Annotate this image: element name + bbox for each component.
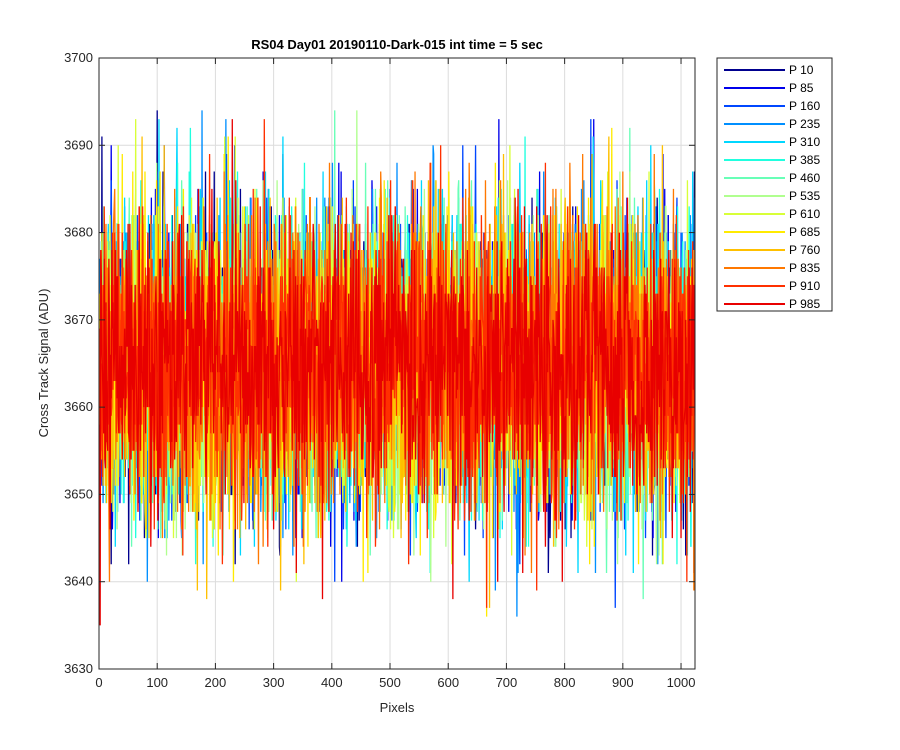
legend-label: P 385 <box>789 153 820 167</box>
plot-area: 0 100 200 300 400 500 600 700 800 900 1000 3630 3640… <box>64 50 696 690</box>
x-tick-label: 1000 <box>667 675 696 690</box>
x-tick-label: 100 <box>146 675 168 690</box>
axis-ticks: 0 100 200 300 400 500 600 700 800 900 1000 3630 3640… <box>64 50 695 690</box>
legend-label: P 535 <box>789 189 820 203</box>
legend-label: P 610 <box>789 207 820 221</box>
x-axis-label: Pixels <box>380 700 415 715</box>
legend-label: P 160 <box>789 99 820 113</box>
legend-label: P 235 <box>789 117 820 131</box>
legend-label: P 760 <box>789 243 820 257</box>
x-tick-label: 800 <box>554 675 576 690</box>
legend-label: P 910 <box>789 279 820 293</box>
legend-label: P 310 <box>789 135 820 149</box>
y-tick-label: 3650 <box>64 486 93 501</box>
legend-label: P 685 <box>789 225 820 239</box>
y-tick-label: 3630 <box>64 661 93 676</box>
x-tick-label: 0 <box>95 675 102 690</box>
legend-label: P 835 <box>789 261 820 275</box>
x-tick-label: 500 <box>379 675 401 690</box>
legend-label: P 460 <box>789 171 820 185</box>
y-tick-label: 3690 <box>64 137 93 152</box>
y-tick-label: 3660 <box>64 399 93 414</box>
y-tick-label: 3640 <box>64 574 93 589</box>
x-tick-label: 900 <box>612 675 634 690</box>
x-tick-label: 600 <box>437 675 459 690</box>
legend-label: P 10 <box>789 63 814 77</box>
legend-label: P 85 <box>789 81 814 95</box>
x-tick-label: 200 <box>205 675 227 690</box>
plot-frame <box>98 57 696 670</box>
series-layer <box>99 110 695 626</box>
legend: P 10 P 85 P 160 P 235 P 310 P 385 P 460 P 535 P … <box>716 57 833 312</box>
y-tick-label: 3700 <box>64 50 93 65</box>
series-line <box>99 119 695 626</box>
y-axis-label: Cross Track Signal (ADU) <box>36 289 51 438</box>
y-tick-label: 3670 <box>64 312 93 327</box>
x-tick-label: 700 <box>496 675 518 690</box>
chart-title: RS04 Day01 20190110-Dark-015 int time = … <box>251 37 543 52</box>
x-tick-label: 300 <box>263 675 285 690</box>
legend-label: P 985 <box>789 297 820 311</box>
y-tick-label: 3680 <box>64 225 93 240</box>
x-tick-label: 400 <box>321 675 343 690</box>
